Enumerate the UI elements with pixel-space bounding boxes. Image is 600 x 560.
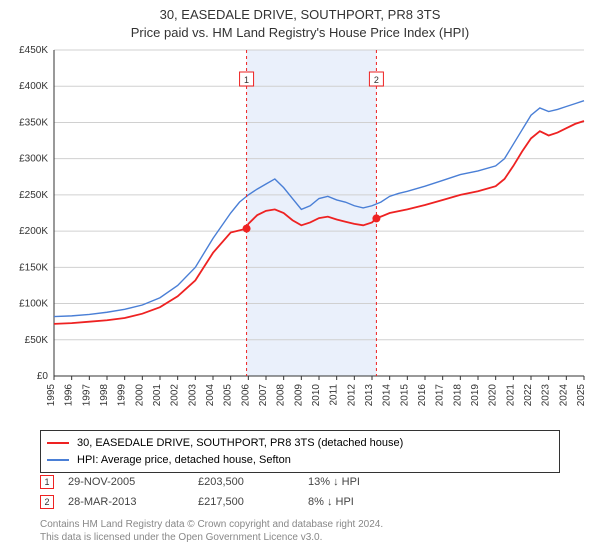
svg-text:£400K: £400K xyxy=(19,81,48,92)
sale-price: £217,500 xyxy=(198,496,308,508)
sale-diff: 13% ↓ HPI xyxy=(308,476,418,488)
svg-text:2019: 2019 xyxy=(470,384,481,407)
svg-text:£50K: £50K xyxy=(25,335,49,346)
legend: 30, EASEDALE DRIVE, SOUTHPORT, PR8 3TS (… xyxy=(40,430,560,473)
svg-text:2011: 2011 xyxy=(329,384,340,406)
svg-text:2012: 2012 xyxy=(346,384,357,407)
svg-text:2000: 2000 xyxy=(134,384,145,407)
title-address: 30, EASEDALE DRIVE, SOUTHPORT, PR8 3TS xyxy=(0,6,600,24)
svg-text:1998: 1998 xyxy=(99,384,110,407)
svg-text:£200K: £200K xyxy=(19,226,48,237)
svg-text:2021: 2021 xyxy=(505,384,516,407)
chart-area: £0 £50K £100K £150K £200K £250K £300K £350K £400… xyxy=(8,44,592,420)
svg-text:1996: 1996 xyxy=(64,384,75,407)
svg-text:2003: 2003 xyxy=(187,384,198,407)
svg-text:2016: 2016 xyxy=(417,384,428,407)
sale-diff: 8% ↓ HPI xyxy=(308,496,418,508)
svg-text:2020: 2020 xyxy=(488,384,499,407)
legend-label: HPI: Average price, detached house, Seft… xyxy=(77,452,291,469)
svg-text:2014: 2014 xyxy=(382,384,393,407)
svg-text:2017: 2017 xyxy=(435,384,446,407)
svg-text:2008: 2008 xyxy=(276,384,287,407)
sale-date: 28-MAR-2013 xyxy=(68,496,198,508)
legend-row: HPI: Average price, detached house, Seft… xyxy=(47,452,553,469)
sale-marker-badge: 1 xyxy=(40,475,54,489)
sale-date: 29-NOV-2005 xyxy=(68,476,198,488)
chart-container: 30, EASEDALE DRIVE, SOUTHPORT, PR8 3TS P… xyxy=(0,0,600,560)
svg-text:2022: 2022 xyxy=(523,384,534,407)
footnote-line1: Contains HM Land Registry data © Crown c… xyxy=(40,518,560,531)
svg-text:2: 2 xyxy=(374,75,379,85)
svg-text:2018: 2018 xyxy=(452,384,463,407)
svg-text:2015: 2015 xyxy=(399,384,410,407)
svg-text:£350K: £350K xyxy=(19,117,48,128)
svg-text:1: 1 xyxy=(244,75,249,85)
svg-text:2005: 2005 xyxy=(223,384,234,407)
svg-text:2009: 2009 xyxy=(293,384,304,407)
svg-text:2024: 2024 xyxy=(558,384,569,407)
svg-text:2001: 2001 xyxy=(152,384,163,407)
svg-text:2006: 2006 xyxy=(240,384,251,407)
footnote: Contains HM Land Registry data © Crown c… xyxy=(40,518,560,544)
svg-text:1997: 1997 xyxy=(81,384,92,407)
title-subtitle: Price paid vs. HM Land Registry's House … xyxy=(0,24,600,42)
svg-text:2002: 2002 xyxy=(170,384,181,407)
svg-text:2013: 2013 xyxy=(364,384,375,407)
sale-marker-badge: 2 xyxy=(40,495,54,509)
svg-text:2007: 2007 xyxy=(258,384,269,407)
svg-text:1999: 1999 xyxy=(117,384,128,407)
sale-price: £203,500 xyxy=(198,476,308,488)
svg-text:2010: 2010 xyxy=(311,384,322,407)
svg-text:2025: 2025 xyxy=(576,384,587,407)
sales-table: 1 29-NOV-2005£203,50013% ↓ HPI 2 28-MAR-201… xyxy=(40,472,560,512)
legend-swatch xyxy=(47,459,69,461)
svg-text:£250K: £250K xyxy=(19,190,48,201)
svg-text:£450K: £450K xyxy=(19,45,48,56)
chart-svg: £0 £50K £100K £150K £200K £250K £300K £350K £400… xyxy=(8,44,592,420)
svg-text:£100K: £100K xyxy=(19,299,48,310)
sales-row: 1 29-NOV-2005£203,50013% ↓ HPI xyxy=(40,472,560,492)
svg-text:£150K: £150K xyxy=(19,262,48,273)
svg-text:1995: 1995 xyxy=(46,384,57,407)
legend-row: 30, EASEDALE DRIVE, SOUTHPORT, PR8 3TS (… xyxy=(47,435,553,452)
svg-text:2004: 2004 xyxy=(205,384,216,407)
footnote-line2: This data is licensed under the Open Gov… xyxy=(40,531,560,544)
legend-label: 30, EASEDALE DRIVE, SOUTHPORT, PR8 3TS (… xyxy=(77,435,403,452)
legend-swatch xyxy=(47,442,69,444)
svg-text:£0: £0 xyxy=(37,371,49,382)
svg-text:2023: 2023 xyxy=(541,384,552,407)
title-block: 30, EASEDALE DRIVE, SOUTHPORT, PR8 3TS P… xyxy=(0,0,600,41)
svg-text:£300K: £300K xyxy=(19,154,48,165)
sales-row: 2 28-MAR-2013£217,5008% ↓ HPI xyxy=(40,492,560,512)
